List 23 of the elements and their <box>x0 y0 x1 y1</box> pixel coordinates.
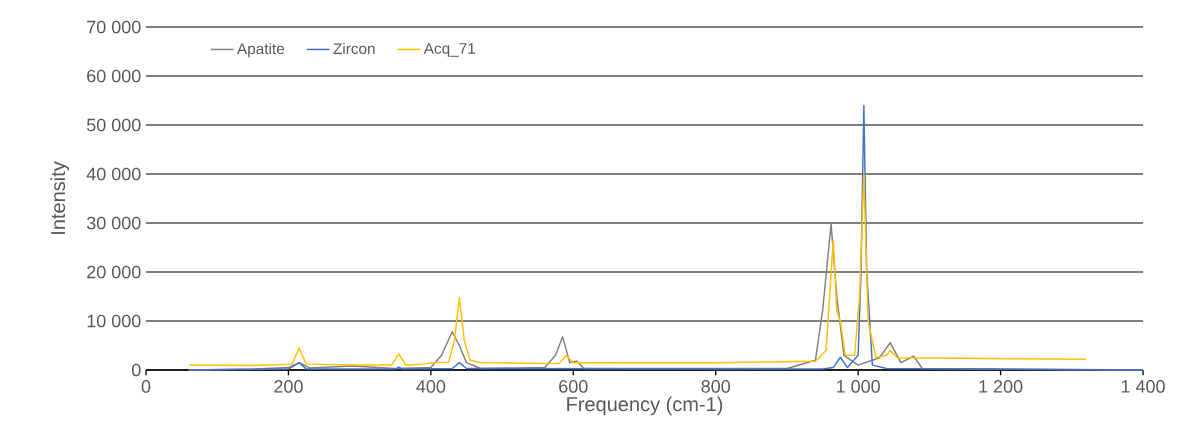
x-tick-label: 1 000 <box>837 380 880 393</box>
x-tick-label: 1 200 <box>979 380 1023 393</box>
y-tick-label: 20 000 <box>87 265 141 279</box>
legend-label: Acq_71 <box>423 43 476 57</box>
line-series <box>187 173 1087 367</box>
y-axis-title: Intensity <box>50 161 70 234</box>
x-tick-label: 400 <box>416 380 446 393</box>
x-tick-label: 200 <box>274 380 303 393</box>
x-tick-label: 600 <box>559 380 588 393</box>
x-tick-label: 800 <box>701 380 731 393</box>
y-tick-label: 0 <box>131 363 141 377</box>
x-tick-label: 1 400 <box>1121 380 1165 393</box>
x-axis-title: Frequency (cm-1) <box>567 396 723 416</box>
line-series <box>187 104 1144 371</box>
y-tick-label: 50 000 <box>86 118 141 132</box>
x-tick-label: 0 <box>141 380 151 393</box>
y-tick-label: 60 000 <box>87 69 141 83</box>
legend-label: Zircon <box>333 42 375 55</box>
y-tick-label: 70 000 <box>87 20 141 34</box>
y-tick-label: 40 000 <box>86 167 141 181</box>
y-tick-label: 10 000 <box>87 314 141 328</box>
y-tick-label: 30 000 <box>86 216 141 230</box>
legend-label: Apatite <box>237 42 285 58</box>
